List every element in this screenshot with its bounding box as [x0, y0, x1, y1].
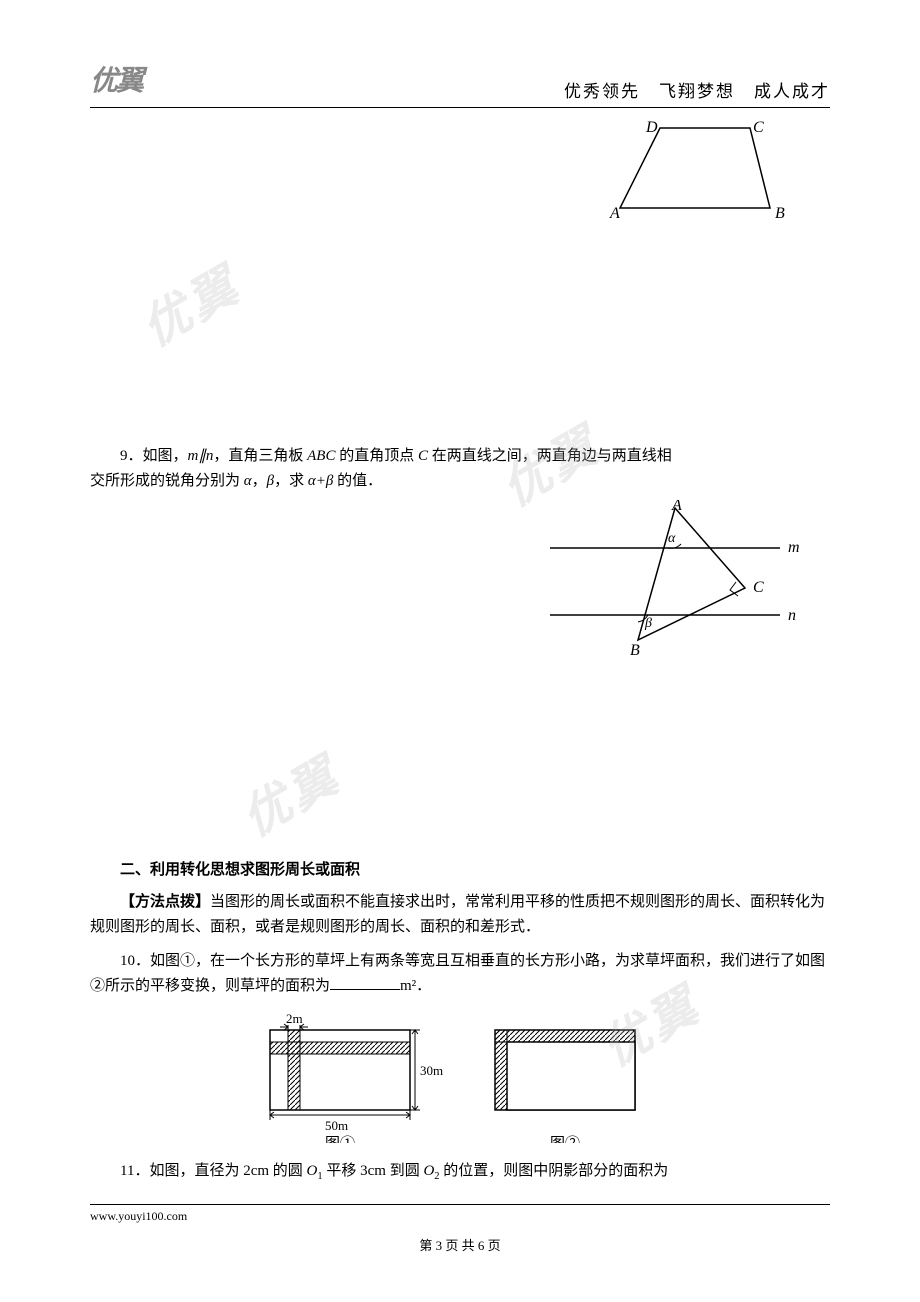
fig2-label: 图②: [550, 1135, 580, 1143]
fig1-label: 图①: [325, 1135, 355, 1143]
hint-label: 【方法点拨】: [120, 894, 210, 910]
p9-cc: C: [418, 448, 428, 464]
trapezoid-label-a: A: [609, 205, 620, 222]
p9-d: 在两直线之间，两直角边与两直线相: [428, 448, 672, 464]
tri-label-beta: β: [644, 616, 652, 631]
page-header: 优翼 优秀领先 飞翔梦想 成人成才: [90, 60, 830, 108]
triangle-abc: [638, 508, 745, 640]
fig1-hpath: [270, 1042, 410, 1054]
rectangles-svg: 2m 30m 50m 图①: [250, 1008, 670, 1143]
p11-c: 的位置，则图中阴影部分的面积为: [440, 1163, 669, 1179]
fig2-top: [495, 1030, 635, 1042]
p10-a: 10．如图①，在一个长方形的草坪上有两条等宽且互相垂直的长方形小路，为求草坪面积…: [90, 953, 825, 995]
fig2-left: [495, 1030, 507, 1110]
trapezoid-shape: [620, 128, 770, 208]
p9-comma: ，: [252, 473, 267, 489]
problem-9-text-2: 交所形成的锐角分别为 α，β，求 α+β 的值．: [90, 469, 830, 495]
p10-unit: m²．: [400, 978, 431, 994]
header-motto: 优秀领先 飞翔梦想 成人成才: [564, 78, 830, 105]
footer-url: www.youyi100.com: [90, 1207, 830, 1226]
p9-abc: ABC: [307, 448, 335, 464]
p9-f: ，求: [274, 473, 308, 489]
p9-c: 的直角顶点: [335, 448, 418, 464]
p10-blank: [330, 975, 400, 990]
footer-rule: [90, 1204, 830, 1205]
p9-b: ，直角三角板: [213, 448, 307, 464]
logo: 优翼: [90, 60, 142, 105]
tri-label-n: n: [788, 607, 796, 624]
p9-ab: α+β: [308, 473, 333, 489]
fig1-dim-50m: 50m: [325, 1118, 348, 1133]
trapezoid-figure: A B C D: [90, 118, 830, 236]
pg-b: 页 共: [442, 1238, 478, 1253]
tri-label-a: A: [671, 500, 682, 514]
p11-a: 11．如图，直径为 2cm 的圆: [120, 1163, 307, 1179]
p9-e: 交所形成的锐角分别为: [90, 473, 244, 489]
tri-label-c: C: [753, 579, 764, 596]
page-number: 第 3 页 共 6 页: [90, 1236, 830, 1257]
p11-o2: O: [423, 1163, 434, 1179]
pg-a: 第: [419, 1238, 435, 1253]
p9-mn: m∥n: [188, 448, 214, 464]
p11-o1: O: [307, 1163, 318, 1179]
problem-10-text: 10．如图①，在一个长方形的草坪上有两条等宽且互相垂直的长方形小路，为求草坪面积…: [90, 949, 830, 1000]
pg-c: 页: [484, 1238, 500, 1253]
p9-g: 的值．: [333, 473, 382, 489]
tri-label-alpha: α: [668, 531, 676, 546]
triangle-svg: A B C m n α β: [520, 500, 810, 660]
section-2-heading: 二、利用转化思想求图形周长或面积: [90, 858, 830, 882]
tri-label-m: m: [788, 539, 800, 556]
trapezoid-label-d: D: [645, 119, 658, 136]
fig2-inner: [507, 1042, 635, 1110]
problem-11-text: 11．如图，直径为 2cm 的圆 O1 平移 3cm 到圆 O2 的位置，则图中…: [90, 1159, 830, 1186]
trapezoid-svg: A B C D: [600, 118, 800, 228]
fig1-dim-2m: 2m: [286, 1011, 303, 1026]
p11-b: 平移 3cm 到圆: [323, 1163, 424, 1179]
problem-9-text: 9．如图，m∥n，直角三角板 ABC 的直角顶点 C 在两直线之间，两直角边与两…: [90, 444, 830, 470]
trapezoid-label-b: B: [775, 205, 785, 222]
rectangles-figure: 2m 30m 50m 图①: [90, 1008, 830, 1151]
section-2-hint: 【方法点拨】当图形的周长或面积不能直接求出时，常常利用平移的性质把不规则图形的周…: [90, 890, 830, 941]
p9-a: 9．如图，: [120, 448, 188, 464]
fig1-dim-30m: 30m: [420, 1063, 443, 1078]
p9-alpha: α: [244, 473, 252, 489]
triangle-figure: A B C m n α β: [90, 500, 830, 668]
tri-label-b: B: [630, 642, 640, 659]
trapezoid-label-c: C: [753, 119, 764, 136]
